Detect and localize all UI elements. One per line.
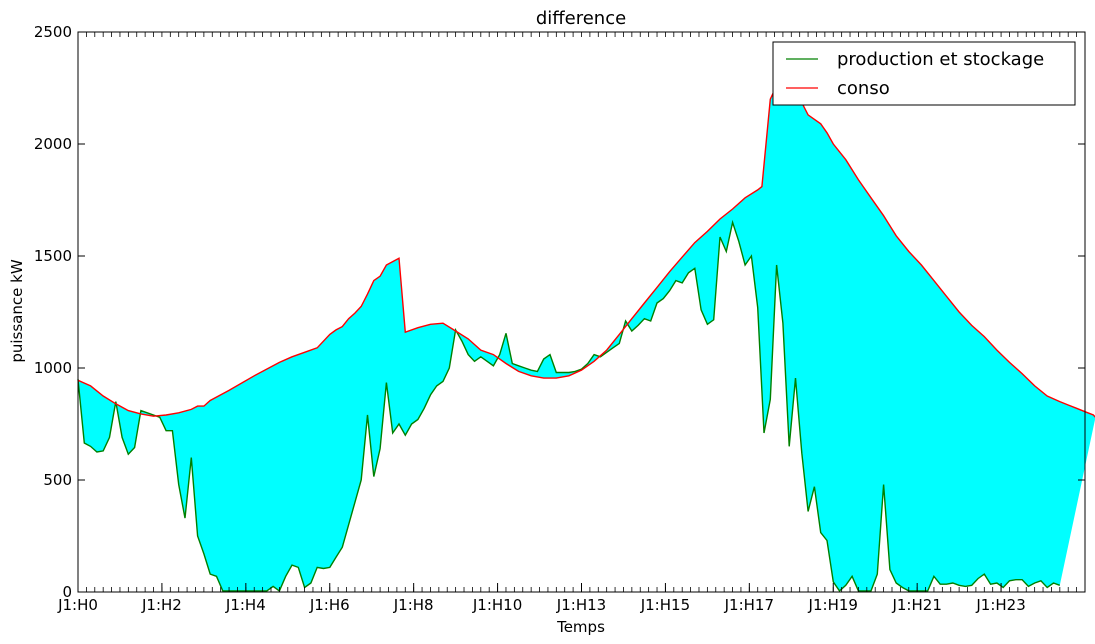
y-tick-label: 500 [43,471,72,489]
x-tick-label: J1:H2 [141,596,182,614]
series-line-conso [77,89,1095,418]
x-tick-label: J1:H17 [724,596,774,614]
x-tick-label: J1:H0 [57,596,98,614]
x-tick-label: J1:H19 [808,596,858,614]
x-tick-label: J1:H6 [309,596,350,614]
legend: production et stockage conso [772,41,1076,106]
axis-tick-labels: 0 500 1000 1500 2000 2500 J1:H0 J1:H2 J1:H4 J1:H6… [34,23,1026,614]
x-tick-label: J1:H8 [393,596,434,614]
legend-label-conso: conso [837,78,890,99]
axis-ticks [77,31,1086,593]
x-tick-label: J1:H10 [472,596,522,614]
difference-fill-area [78,90,1095,591]
y-tick-label: 1000 [34,359,72,377]
series-line-production [77,219,1061,592]
series-lines [77,89,1095,592]
y-tick-label: 1500 [34,247,72,265]
y-axis-label: puissance kW [8,259,26,362]
x-tick-label: J1:H21 [891,596,941,614]
x-tick-label: J1:H4 [225,596,266,614]
chart-title: difference [536,8,626,29]
y-tick-label: 2000 [34,135,72,153]
legend-label-production: production et stockage [837,49,1044,70]
x-tick-label: J1:H23 [975,596,1025,614]
x-axis-label: Temps [556,618,605,636]
legend-frame [772,41,1076,106]
y-tick-label: 2500 [34,23,72,41]
fill-between-series [78,90,1095,591]
x-tick-label: J1:H15 [640,596,690,614]
y-tick-label: 0 [62,583,72,601]
x-tick-label: J1:H13 [556,596,606,614]
